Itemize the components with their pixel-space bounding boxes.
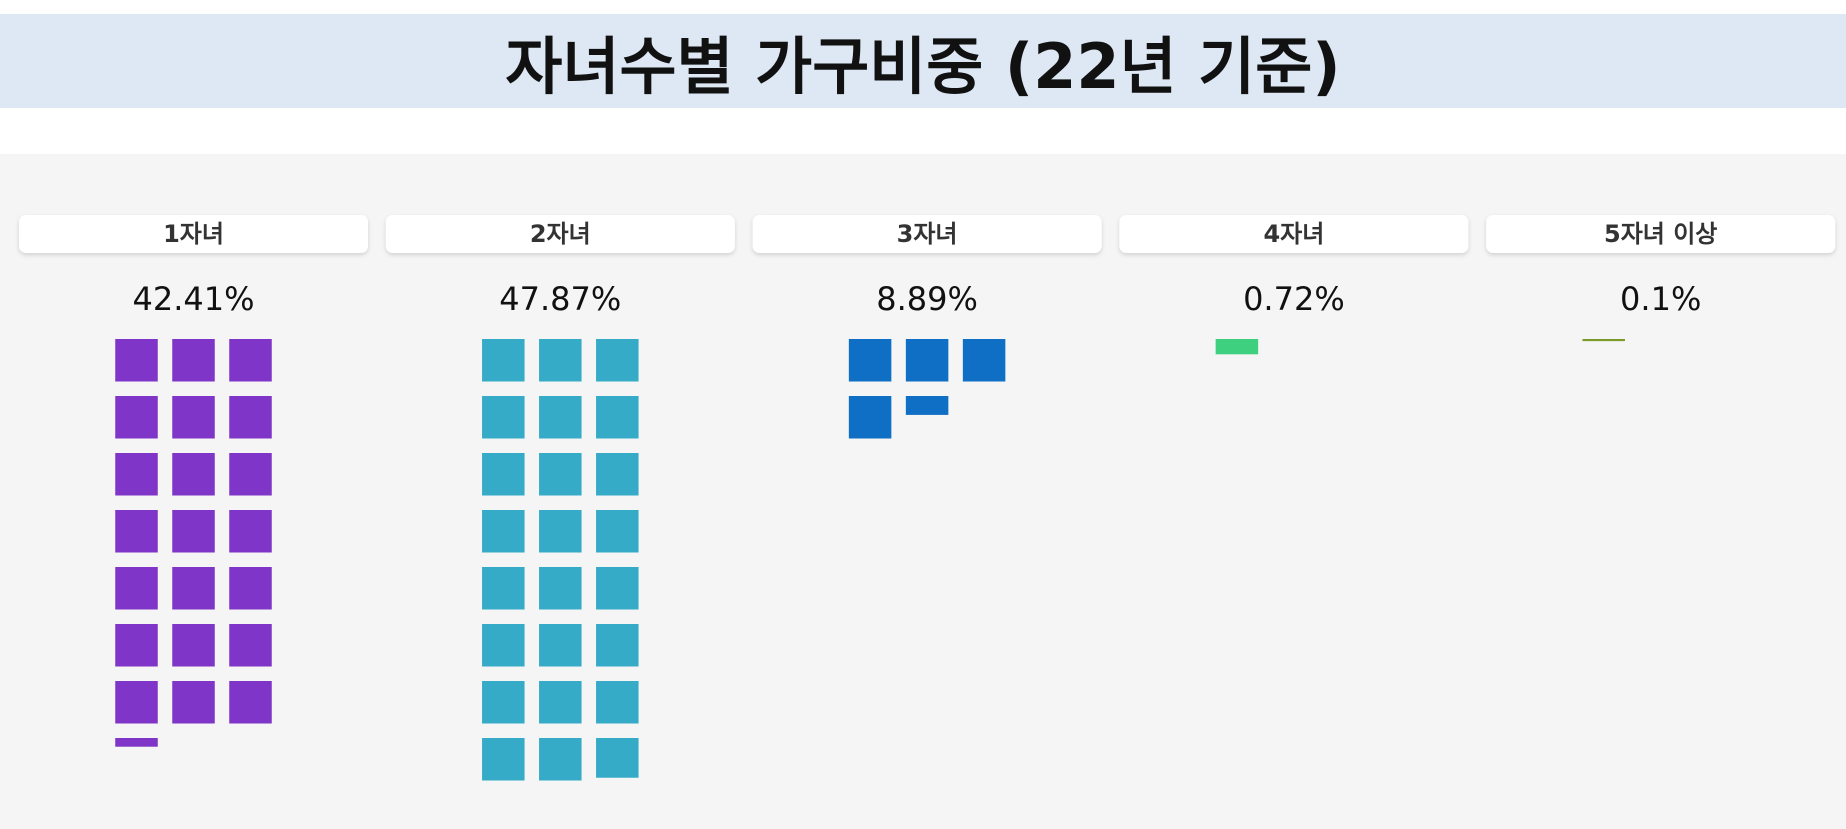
category-header-box [1486, 215, 1836, 253]
waffle-cell [482, 396, 525, 439]
waffle-cell [172, 567, 215, 610]
waffle-cell [172, 453, 215, 496]
category-header: 2자녀 [530, 220, 591, 248]
waffle-cell [229, 681, 272, 724]
category-header: 5자녀 이상 [1604, 220, 1717, 248]
waffle-cell [229, 567, 272, 610]
waffle-cell [115, 510, 158, 553]
waffle-cell [115, 396, 158, 439]
waffle-cell [539, 738, 582, 781]
waffle-cell [962, 339, 1006, 382]
waffle-cell [482, 453, 525, 496]
waffle-cell [539, 567, 582, 610]
waffle-cell [539, 510, 582, 553]
value-label: 0.72% [1243, 280, 1345, 318]
waffle-cell [482, 681, 525, 724]
category-header: 3자녀 [897, 220, 958, 248]
waffle-cell [482, 339, 525, 382]
waffle-cell [115, 738, 158, 747]
waffle-cell [539, 339, 582, 382]
waffle-cell [115, 453, 158, 496]
category-header-box [752, 215, 1102, 253]
waffle-cell [482, 567, 525, 610]
waffle-cell [539, 681, 582, 724]
waffle-cell [482, 738, 525, 781]
waffle-cell [596, 681, 639, 724]
waffle-cell [115, 567, 158, 610]
waffle-cell [596, 339, 639, 382]
waffle-cell [596, 624, 639, 667]
waffle-cell [229, 453, 272, 496]
waffle-cell [172, 624, 215, 667]
category-header: 1자녀 [163, 220, 224, 248]
waffle-cell [172, 396, 215, 439]
waffle-cell [905, 396, 949, 415]
title-band: 자녀수별 가구비중 (22년 기준) [0, 14, 1846, 108]
value-label: 42.41% [132, 280, 254, 318]
value-label: 0.1% [1620, 280, 1701, 318]
waffle-cell [115, 624, 158, 667]
waffle-cell [539, 396, 582, 439]
waffle-cell [596, 396, 639, 439]
waffle-cell [596, 510, 639, 553]
waffle-cell [229, 339, 272, 382]
waffle-cell [482, 510, 525, 553]
waffle-cell [172, 681, 215, 724]
waffle-cell [1582, 339, 1625, 342]
waffle-cell [596, 567, 639, 610]
waffle-cell [115, 681, 158, 724]
value-label: 47.87% [499, 280, 621, 318]
category-header-box [1119, 215, 1469, 253]
waffle-cell [905, 339, 949, 382]
category-header-box [385, 215, 735, 253]
waffle-cell [229, 624, 272, 667]
waffle-cell [229, 510, 272, 553]
panel [0, 154, 1846, 829]
waffle-cell [229, 396, 272, 439]
waffle-cell [539, 624, 582, 667]
waffle-cell [596, 738, 639, 778]
waffle-cell [848, 396, 892, 439]
waffle-cell [115, 339, 158, 382]
waffle-cell [539, 453, 582, 496]
category-header-box [19, 215, 368, 253]
category-header: 4자녀 [1263, 220, 1324, 248]
waffle-cell [172, 339, 215, 382]
waffle-cell [172, 510, 215, 553]
waffle-cell [482, 624, 525, 667]
value-label: 8.89% [876, 280, 978, 318]
waffle-cell [1215, 339, 1259, 355]
waffle-cell [596, 453, 639, 496]
chart-title: 자녀수별 가구비중 (22년 기준) [505, 30, 1341, 103]
waffle-cell [848, 339, 892, 382]
